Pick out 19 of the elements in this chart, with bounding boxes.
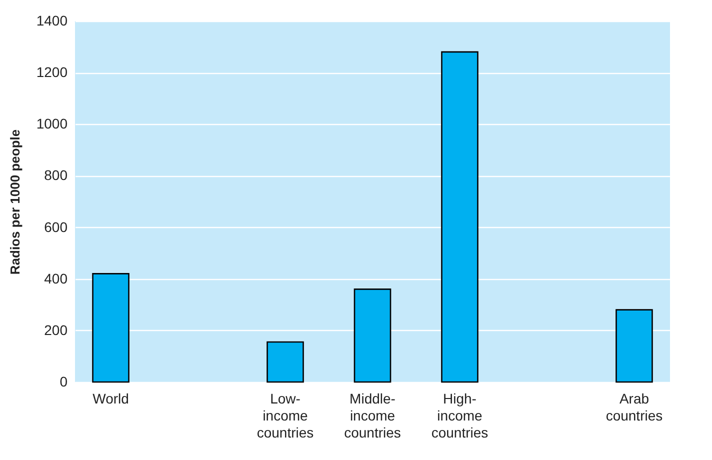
bar — [441, 51, 478, 383]
y-tick-label: 200 — [44, 322, 68, 338]
x-tick-label: Arab countries — [606, 390, 663, 424]
y-tick-label: 1400 — [36, 12, 68, 28]
y-tick-label: 1200 — [36, 64, 68, 80]
x-tick-label: High-income countries — [431, 390, 488, 440]
x-tick-label: World — [92, 390, 129, 406]
x-tick-label: Low-income countries — [256, 390, 314, 440]
y-tick-label: 800 — [44, 167, 68, 184]
y-tick-label: 0 — [60, 374, 68, 390]
bar — [354, 288, 392, 383]
y-tick-label: 600 — [44, 218, 68, 235]
y-axis-title: Radios per 1000 people — [7, 129, 22, 275]
bar — [616, 309, 653, 383]
x-tick-label: Middle-income countries — [344, 390, 401, 440]
bar — [266, 341, 304, 383]
y-tick-label: 1000 — [36, 116, 68, 132]
y-tick-label: 400 — [44, 270, 68, 286]
bar — [92, 273, 130, 383]
